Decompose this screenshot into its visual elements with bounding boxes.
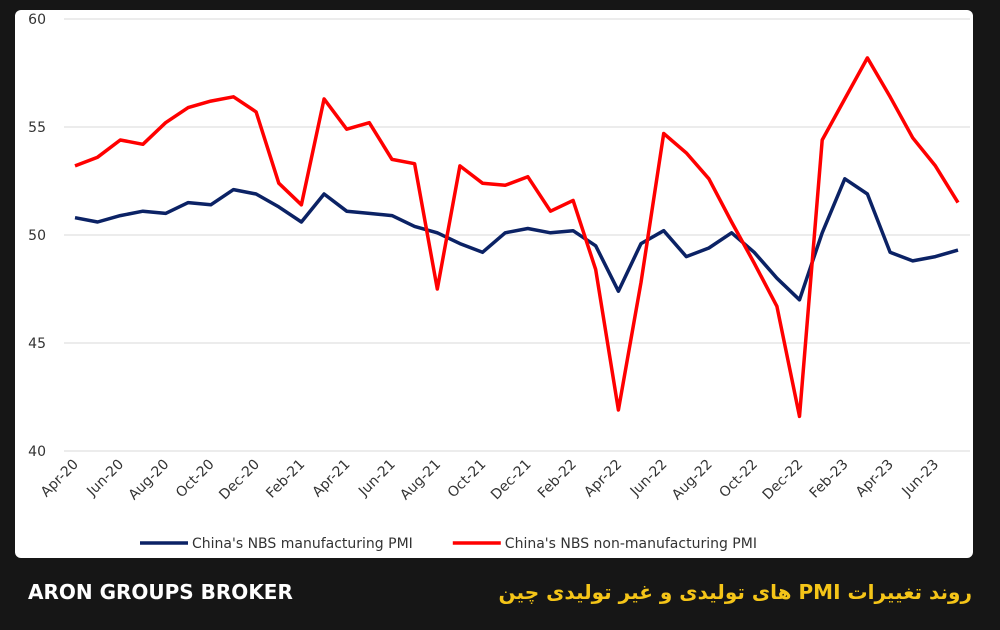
- legend-label: China's NBS manufacturing PMI: [192, 536, 413, 552]
- x-tick-label: Apr-21: [310, 457, 354, 501]
- x-tick-label: Oct-20: [173, 457, 218, 502]
- x-tick-label: Oct-22: [716, 457, 761, 502]
- chart-card: [15, 10, 973, 558]
- x-tick-label: Dec-20: [216, 457, 263, 504]
- legend-label: China's NBS non-manufacturing PMI: [505, 536, 757, 552]
- y-tick-label: 60: [28, 12, 46, 28]
- x-tick-label: Feb-21: [263, 457, 308, 502]
- x-tick-label: Jun-21: [355, 457, 399, 501]
- x-tick-label: Jun-20: [83, 457, 127, 501]
- x-tick-label: Aug-21: [397, 457, 444, 504]
- y-tick-label: 40: [28, 444, 46, 460]
- x-tick-label: Aug-20: [126, 457, 173, 504]
- x-tick-label: Feb-23: [807, 457, 852, 502]
- x-tick-label: Jun-23: [899, 457, 943, 501]
- x-tick-label: Dec-21: [488, 457, 535, 504]
- x-tick-label: Feb-22: [535, 457, 580, 502]
- series-line: [74, 56, 960, 419]
- brand: ARON GROUPS BROKER: [28, 580, 293, 604]
- x-tick-label: Aug-22: [669, 457, 716, 504]
- x-tick-label: Apr-22: [581, 457, 625, 501]
- x-tick-label: Oct-21: [445, 457, 490, 502]
- caption: روند تغییرات PMI های تولیدی و غیر تولیدی…: [498, 580, 972, 604]
- y-tick-label: 55: [28, 120, 46, 136]
- x-tick-label: Apr-20: [38, 457, 82, 501]
- y-tick-label: 50: [28, 228, 46, 244]
- x-tick-label: Jun-22: [627, 457, 671, 501]
- series-line: [74, 177, 959, 302]
- x-tick-label: Dec-22: [760, 457, 807, 504]
- y-tick-label: 45: [28, 336, 46, 352]
- x-tick-label: Apr-23: [853, 457, 897, 501]
